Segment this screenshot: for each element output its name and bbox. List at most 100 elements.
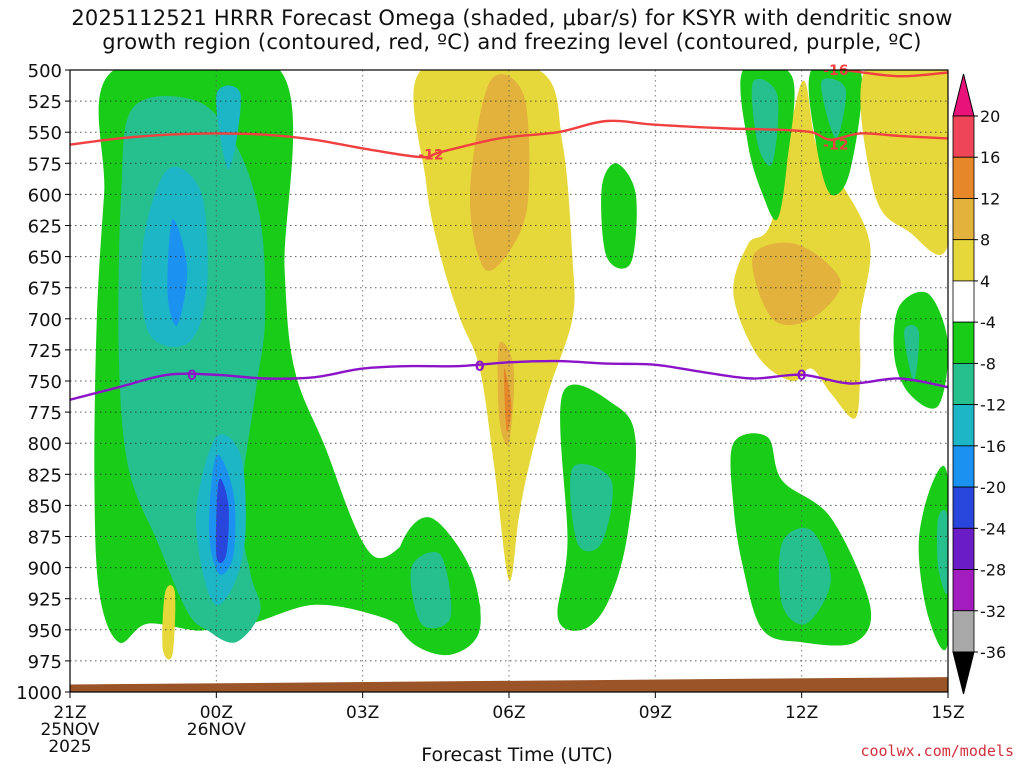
omega-region-21 xyxy=(860,70,948,255)
colorbar-bin xyxy=(952,239,975,282)
colorbar-bin xyxy=(952,404,975,447)
y-tick-label: 675 xyxy=(28,279,62,300)
contour-lines xyxy=(70,70,948,401)
omega-region-16 xyxy=(752,242,841,326)
colorbar-label: 20 xyxy=(980,107,1000,126)
contour-label--16: -16 xyxy=(823,63,848,79)
gridlines xyxy=(70,70,948,692)
omega-region-18 xyxy=(751,78,779,166)
colorbar-bin xyxy=(952,445,975,488)
contour-label-0: 0 xyxy=(475,359,485,375)
omega-region-29 xyxy=(410,552,452,629)
colorbar-bin xyxy=(952,115,975,158)
chart-title-line1: 2025112521 HRRR Forecast Omega (shaded, … xyxy=(71,6,953,30)
colorbar-bin xyxy=(952,610,975,653)
y-tick-label: 625 xyxy=(28,217,62,238)
colorbar-label: 16 xyxy=(980,148,1000,167)
contour-line--16 xyxy=(845,70,948,78)
x-tick-label: 03Z xyxy=(346,703,379,723)
contour-line-0 xyxy=(70,359,948,401)
omega-region-30 xyxy=(162,585,176,660)
colorbar-bin xyxy=(952,569,975,612)
y-axis: 500 525 550 575 600 625 650 675 700 725 750 775 800 8… xyxy=(16,61,70,704)
y-tick-label: 575 xyxy=(28,154,62,175)
colorbar-label: -8 xyxy=(980,354,996,373)
colorbar: 20 16 12 8 4 -4 -8 -12 -16 -20 -24 -28 -32 -36 xyxy=(952,73,1006,695)
contour-labels: -12 -12 -16 0 0 0 xyxy=(187,63,848,384)
contour-label--12: -12 xyxy=(418,148,443,164)
y-tick-label: 800 xyxy=(28,434,62,455)
colorbar-bin xyxy=(952,486,975,529)
colorbar-bottom-arrow xyxy=(952,651,975,695)
y-tick-label: 650 xyxy=(28,248,62,269)
colorbar-bin xyxy=(952,362,975,406)
credit-text: coolwx.com/models xyxy=(860,742,1014,760)
y-tick-label: 825 xyxy=(28,465,62,486)
colorbar-label: 8 xyxy=(980,231,990,250)
y-tick-label: 925 xyxy=(28,590,62,611)
x-tick-label: 26NOV xyxy=(187,720,246,740)
x-tick-label: 25NOV xyxy=(40,720,99,740)
colorbar-label: 4 xyxy=(980,272,990,291)
x-tick-label: 00Z xyxy=(200,703,233,723)
omega-region-27 xyxy=(937,510,948,595)
colorbar-bin xyxy=(952,321,975,364)
colorbar-top-arrow xyxy=(952,73,975,117)
contour-label--12: -12 xyxy=(823,138,848,154)
x-tick-label: 21Z xyxy=(53,703,86,723)
y-tick-label: 950 xyxy=(28,621,62,642)
colorbar-label: -36 xyxy=(980,643,1006,662)
x-axis-title: Forecast Time (UTC) xyxy=(421,744,613,766)
colorbar-label: -28 xyxy=(980,561,1006,580)
colorbar-label: -4 xyxy=(980,313,996,332)
terrain-group xyxy=(70,677,948,692)
colorbar-bin xyxy=(952,198,975,241)
contour-label-0: 0 xyxy=(797,368,807,384)
y-tick-label: 700 xyxy=(28,310,62,331)
colorbar-label: -16 xyxy=(980,437,1006,456)
x-tick-label: 2025 xyxy=(48,737,91,757)
y-tick-label: 875 xyxy=(28,528,62,549)
y-tick-label: 775 xyxy=(28,403,62,424)
omega-region-7 xyxy=(215,478,229,564)
x-tick-label: 15Z xyxy=(931,703,964,723)
omega-region-20 xyxy=(821,78,847,139)
y-tick-label: 900 xyxy=(28,559,62,580)
contour-line--12 xyxy=(70,119,948,159)
y-tick-label: 525 xyxy=(28,92,62,113)
contour-label-0: 0 xyxy=(187,368,197,384)
y-tick-label: 600 xyxy=(28,185,62,206)
x-tick-label: 12Z xyxy=(785,703,818,723)
y-tick-label: 850 xyxy=(28,496,62,517)
chart-title-line2: growth region (contoured, red, ºC) and f… xyxy=(102,30,922,54)
omega-region-8 xyxy=(413,70,575,581)
omega-region-4 xyxy=(167,218,188,326)
chart-title: 2025112521 HRRR Forecast Omega (shaded, … xyxy=(0,6,1024,54)
colorbar-bin xyxy=(952,280,975,323)
omega-region-11 xyxy=(503,368,512,432)
omega-region-25 xyxy=(778,527,831,625)
x-tick-label: 09Z xyxy=(639,703,672,723)
y-tick-label: 975 xyxy=(28,652,62,673)
y-tick-label: 725 xyxy=(28,341,62,362)
colorbar-label: 12 xyxy=(980,189,1000,208)
x-axis-label-box: Forecast Time (UTC) xyxy=(0,744,1024,766)
colorbar-bin xyxy=(952,527,975,570)
y-tick-label: 550 xyxy=(28,123,62,144)
omega-region-9 xyxy=(469,74,530,271)
colorbar-label: -20 xyxy=(980,478,1006,497)
colorbar-label: -32 xyxy=(980,602,1006,621)
omega-region-23 xyxy=(904,324,920,381)
y-tick-label: 500 xyxy=(28,61,62,82)
omega-region-2 xyxy=(216,85,241,170)
shaded-regions xyxy=(94,70,948,660)
terrain-below-surface xyxy=(70,677,948,692)
y-tick-label: 750 xyxy=(28,372,62,393)
colorbar-bin xyxy=(952,156,975,199)
omega-region-12 xyxy=(601,163,637,269)
omega-region-14 xyxy=(570,463,613,552)
y-tick-label: 1000 xyxy=(16,683,62,704)
colorbar-label: -24 xyxy=(980,519,1006,538)
